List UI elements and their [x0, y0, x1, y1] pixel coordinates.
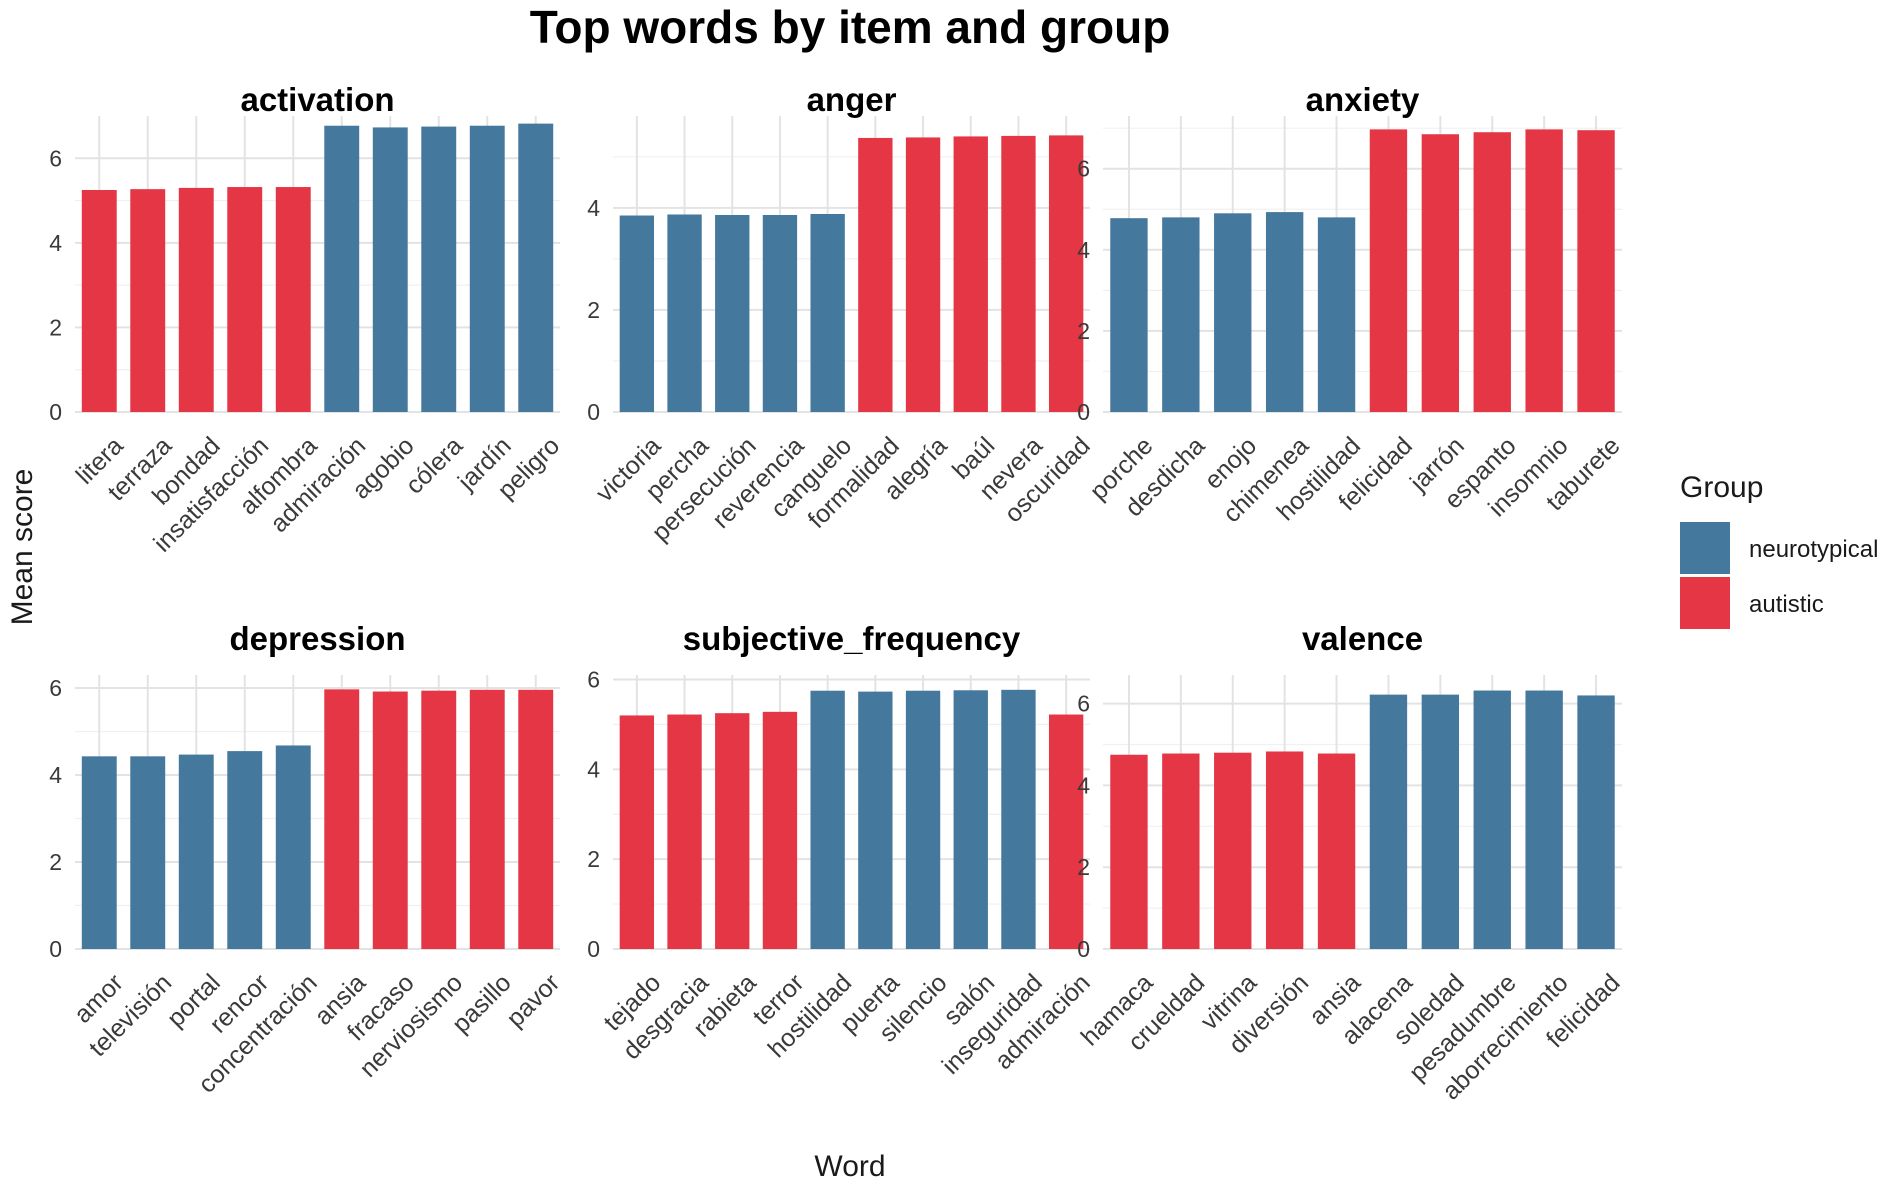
bar-aborrecimiento [1525, 690, 1563, 949]
y-tick-label: 0 [49, 399, 62, 425]
bar-percha [667, 214, 702, 412]
bar-persecución [715, 215, 750, 412]
bar-alacena [1369, 694, 1408, 949]
y-tick-label: 6 [49, 675, 62, 701]
bar-amor [81, 756, 117, 949]
bar-pasillo [469, 689, 505, 949]
chart-title: Top words by item and group [530, 1, 1171, 53]
legend-title: Group [1680, 471, 1763, 504]
bar-alfombra [275, 187, 311, 412]
bar-jarrón [1421, 134, 1460, 412]
legend: Group neurotypical autistic [1680, 471, 1878, 629]
panel-title: depression [229, 620, 405, 657]
bar-soledad [1421, 694, 1460, 949]
bar-hostilidad [1317, 217, 1356, 412]
panel-title: valence [1302, 620, 1423, 657]
x-axis-label: Word [814, 1150, 885, 1183]
bar-espanto [1473, 132, 1511, 412]
bar-litera [81, 190, 117, 412]
y-tick-label: 2 [587, 297, 600, 323]
legend-label-neurotypical: neurotypical [1749, 536, 1878, 563]
bar-pavor [518, 689, 554, 949]
bar-felicidad [1369, 129, 1408, 412]
bar-baúl [953, 136, 988, 412]
bar-terror [762, 711, 798, 949]
y-tick-label: 2 [49, 849, 62, 875]
panel-title: activation [240, 81, 394, 118]
bar-crueldad [1162, 753, 1200, 949]
bar-formalidad [858, 137, 893, 412]
bar-peligro [518, 123, 554, 413]
y-tick-label: 6 [1077, 156, 1090, 182]
bar-felicidad [1577, 695, 1615, 949]
bar-fracaso [372, 691, 408, 949]
bar-cólera [421, 126, 457, 413]
y-tick-label: 2 [1077, 318, 1090, 344]
bar-oscuridad [1048, 135, 1084, 412]
bar-jardín [469, 125, 505, 413]
bar-nevera [1001, 135, 1036, 412]
y-tick-label: 0 [1077, 399, 1090, 425]
panel-title: subjective_frequency [683, 620, 1021, 657]
bar-concentración [275, 745, 311, 949]
y-tick-label: 6 [587, 666, 600, 692]
bar-alegría [905, 137, 941, 412]
bar-bondad [178, 187, 214, 412]
bar-hostilidad [810, 690, 845, 949]
y-tick-label: 4 [587, 195, 600, 221]
bar-canguelo [810, 213, 845, 412]
bar-insatisfacción [227, 187, 263, 412]
bar-enojo [1214, 213, 1252, 412]
bar-taburete [1577, 130, 1615, 413]
bar-desgracia [667, 714, 702, 949]
bar-ansia [1317, 753, 1356, 949]
panel-title: anger [807, 81, 897, 118]
y-tick-label: 4 [49, 762, 62, 788]
bar-vitrina [1214, 752, 1252, 949]
legend-swatch-autistic [1680, 577, 1730, 629]
bar-puerta [858, 691, 893, 949]
y-tick-label: 0 [49, 936, 62, 962]
bar-reverencia [762, 215, 798, 412]
y-axis-label: Mean score [6, 469, 39, 626]
y-tick-label: 2 [49, 314, 62, 340]
bar-agobio [372, 127, 408, 412]
y-tick-label: 2 [1077, 854, 1090, 880]
y-tick-label: 2 [587, 846, 600, 872]
bar-portal [178, 754, 214, 949]
bar-inseguridad [1001, 689, 1036, 949]
y-tick-label: 0 [1077, 936, 1090, 962]
bar-ansia [324, 689, 360, 949]
bar-pesadumbre [1473, 690, 1511, 949]
bar-televisión [130, 756, 166, 949]
y-tick-label: 4 [1077, 772, 1090, 798]
y-tick-label: 0 [587, 399, 600, 425]
bar-insomnio [1525, 129, 1563, 412]
y-tick-label: 4 [1077, 237, 1090, 263]
bar-salón [953, 690, 988, 949]
legend-label-autistic: autistic [1749, 591, 1824, 618]
y-tick-label: 4 [49, 230, 62, 256]
bar-silencio [905, 690, 941, 949]
bar-victoria [619, 215, 655, 412]
legend-swatch-neurotypical [1680, 522, 1730, 574]
bar-terraza [130, 189, 166, 412]
y-tick-label: 0 [587, 936, 600, 962]
bar-admiración [1048, 714, 1084, 949]
bar-nerviosismo [421, 690, 457, 949]
bar-hamaca [1110, 754, 1148, 949]
bar-porche [1110, 218, 1148, 412]
y-tick-label: 6 [49, 145, 62, 171]
bar-rencor [227, 751, 263, 949]
bar-diversión [1265, 751, 1304, 949]
bar-desdicha [1162, 217, 1200, 412]
bar-admiración [324, 125, 360, 413]
bar-chimenea [1265, 212, 1304, 412]
bar-rabieta [715, 713, 750, 949]
y-tick-label: 6 [1077, 691, 1090, 717]
bar-tejado [619, 715, 655, 949]
y-tick-label: 4 [587, 756, 600, 782]
panel-title: anxiety [1306, 81, 1420, 118]
